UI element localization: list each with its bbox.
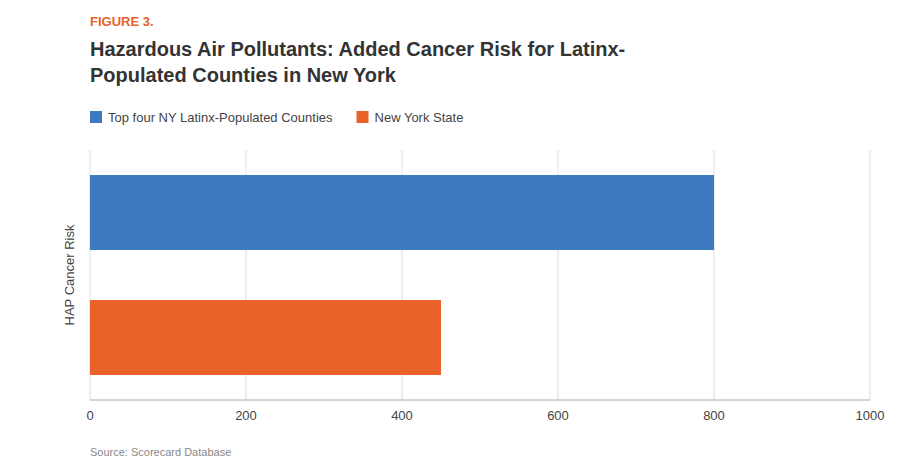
- legend-swatch: [357, 111, 369, 123]
- x-axis-line: [90, 400, 870, 401]
- grid: [90, 150, 870, 400]
- bar: [90, 175, 714, 250]
- bar: [90, 300, 441, 375]
- legend: Top four NY Latinx-Populated Counties New…: [90, 110, 463, 125]
- x-tick-label: 800: [703, 408, 725, 423]
- legend-swatch: [90, 111, 102, 123]
- source-note: Source: Scorecard Database: [90, 446, 231, 458]
- y-axis-label: HAP Cancer Risk: [62, 224, 77, 325]
- x-tick-label: 400: [391, 408, 413, 423]
- x-tick-label: 1000: [856, 408, 885, 423]
- x-tick-label: 0: [86, 408, 93, 423]
- bars: [90, 175, 714, 375]
- legend-entry: Top four NY Latinx-Populated Counties: [108, 110, 333, 125]
- legend-entry: New York State: [375, 110, 464, 125]
- chart-title: Hazardous Air Pollutants: Added Cancer R…: [90, 38, 625, 86]
- figure-label: FIGURE 3.: [90, 14, 154, 29]
- x-tick-label: 600: [547, 408, 569, 423]
- x-tick-label: 200: [235, 408, 257, 423]
- background: [0, 0, 900, 466]
- grid-line: [870, 150, 871, 400]
